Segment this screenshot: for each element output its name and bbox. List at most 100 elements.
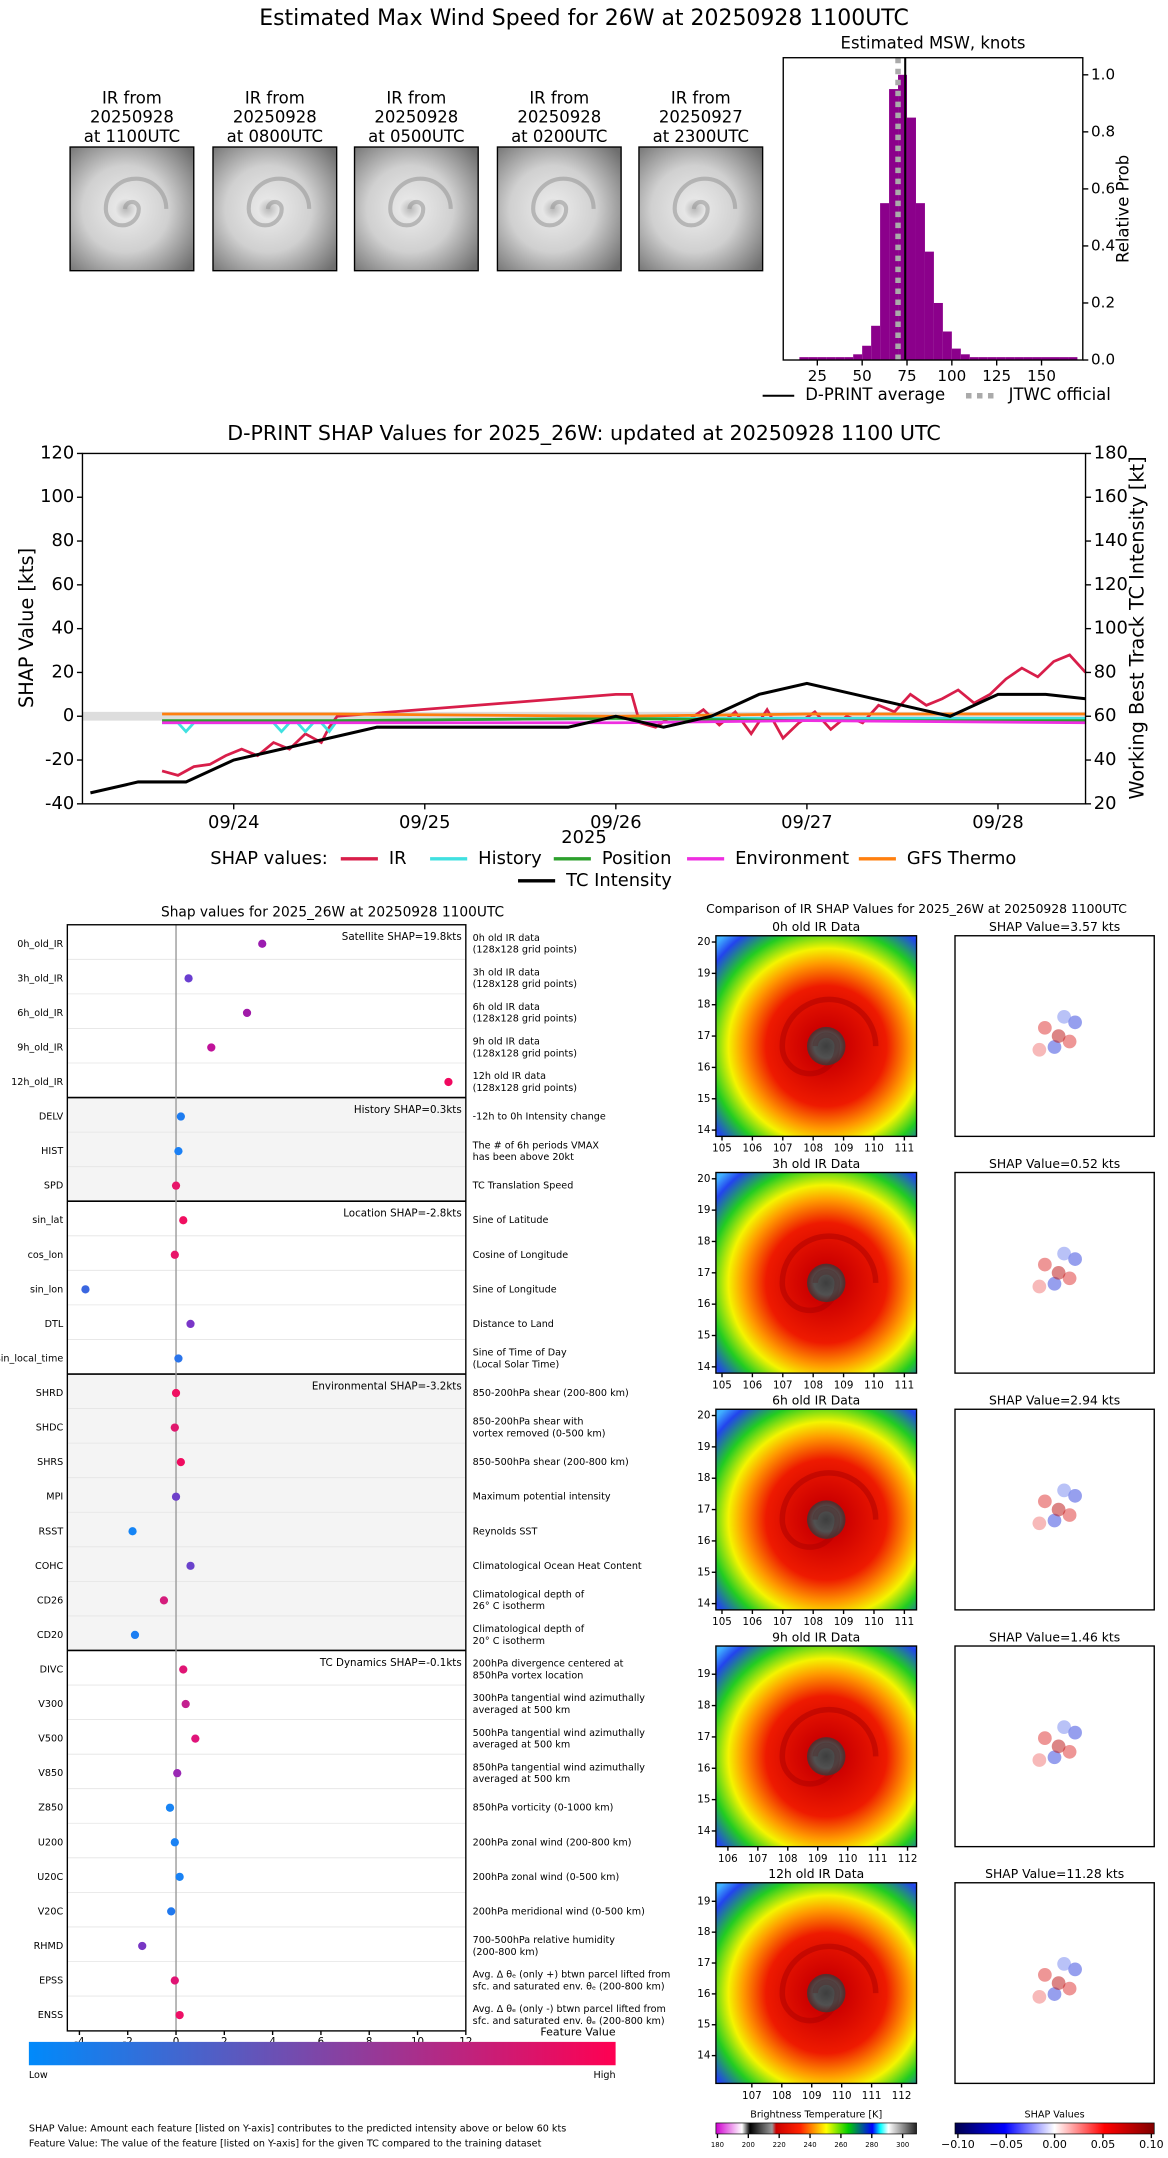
hist-bar — [844, 357, 854, 361]
shap-blob — [1068, 1015, 1082, 1030]
feature-label: 0h_old_IR — [17, 939, 63, 950]
colorbar-tick-label: 260 — [834, 2141, 847, 2149]
main-title: Estimated Max Wind Speed for 26W at 2025… — [259, 6, 909, 31]
x-tick-label: 112 — [898, 1853, 918, 1865]
shap-dot — [170, 1423, 179, 1432]
y-tick-label: 17 — [697, 1731, 710, 1743]
feature-description: averaged at 500 km — [473, 1705, 571, 1716]
shap-dot — [175, 1872, 184, 1881]
feature-label: V20C — [38, 1906, 64, 1917]
shap-dot — [128, 1527, 137, 1536]
y-tick-label: 18 — [697, 1235, 710, 1247]
ir-eye — [807, 1737, 846, 1776]
x-tick-label: 109 — [808, 1853, 828, 1865]
feature-description: 850hPa vorticity (0-1000 km) — [473, 1803, 614, 1814]
hist-bar — [951, 348, 961, 361]
feature-description: 200hPa divergence centered at — [473, 1659, 624, 1670]
shap-dot — [207, 1043, 216, 1052]
thumb-label: at 2300UTC — [653, 127, 749, 146]
colorbar-title: Brightness Temperature [K] — [750, 2110, 882, 2121]
x-tick-label: 106 — [743, 1143, 763, 1155]
y-tick-label: 14 — [697, 2050, 710, 2062]
y-tick-label: 120 — [40, 442, 74, 463]
feature-description: averaged at 500 km — [473, 1774, 571, 1785]
feature-description: 0h old IR data — [473, 933, 540, 944]
ir-thumbnail — [638, 146, 764, 272]
feature-label: MPI — [46, 1492, 63, 1503]
shap-dot — [165, 1803, 175, 1812]
plot-frame — [66, 924, 467, 2032]
y-tick-label: 16 — [697, 1762, 710, 1774]
x-tick-label: 111 — [862, 2090, 882, 2102]
hist-bar — [1032, 357, 1042, 361]
x-tick-label: 107 — [773, 1143, 793, 1155]
shap-blob — [1047, 1750, 1062, 1765]
ir-thumbnail — [69, 146, 195, 272]
ir-panel-title: 9h old IR Data — [772, 1630, 860, 1644]
feature-description: vortex removed (0-500 km) — [473, 1428, 606, 1439]
shap-dot — [174, 1146, 183, 1156]
shap-dot — [170, 1250, 179, 1259]
shap-blob — [1037, 1257, 1052, 1272]
y-tick-label: 80 — [51, 530, 74, 551]
shap-blob — [1062, 1271, 1077, 1286]
group-label: Satellite SHAP=19.8kts — [342, 931, 462, 943]
feature-label: EPSS — [39, 1976, 63, 1987]
feature-label: SHDC — [36, 1423, 64, 1434]
feature-label: SPD — [44, 1181, 63, 1192]
feature-description: Avg. Δ θₑ (only +) btwn parcel lifted fr… — [473, 1970, 671, 1981]
x-tick-label: 110 — [838, 1853, 858, 1865]
y-tick-label: 15 — [697, 1566, 710, 1578]
shap-dot — [171, 1492, 181, 1501]
thumb-label: IR from — [529, 88, 589, 107]
x-tick-label: 112 — [892, 2090, 912, 2102]
colorbar-tick-label: −0.10 — [941, 2138, 975, 2151]
shap-blob — [1047, 1987, 1062, 2001]
y-tick-label: 14 — [697, 1825, 710, 1837]
y-tick-label: 18 — [697, 1472, 710, 1484]
shap-blob — [1068, 1252, 1082, 1266]
feature-description: (200-800 km) — [473, 1947, 539, 1958]
thumb-swirl — [103, 176, 169, 228]
y-tick-label: 18 — [697, 999, 710, 1011]
feature-label: 6h_old_IR — [17, 1008, 63, 1019]
y2-tick-label: 60 — [1094, 705, 1117, 726]
shap-dot — [176, 1458, 185, 1467]
hist-bar — [960, 354, 970, 361]
x-tick-label: 105 — [712, 1143, 732, 1155]
feature-description: (128x128 grid points) — [473, 1014, 577, 1025]
colorbar-low: Low — [29, 2070, 48, 2081]
feature-label: cos_lon — [28, 1250, 64, 1261]
shap-panel-title: SHAP Value=2.94 kts — [989, 1394, 1120, 1408]
feature-description: Climatological Ocean Heat Content — [473, 1561, 642, 1572]
feature-description: 200hPa meridional wind (0-500 km) — [473, 1906, 645, 1917]
shap-dot — [444, 1077, 453, 1087]
thumb-swirl — [672, 176, 738, 228]
y-tick-label: 100 — [40, 486, 74, 507]
hist-bar — [808, 357, 818, 361]
y2-tick-label: 20 — [1094, 793, 1117, 814]
shap-blob — [1047, 1513, 1062, 1528]
x-tick-label: 108 — [803, 1379, 823, 1391]
thumb-label: 20250927 — [659, 108, 743, 127]
y-tick-label: 0.6 — [1091, 179, 1115, 197]
series-line — [161, 653, 1087, 777]
shap-blob — [1037, 1020, 1052, 1035]
shap-blob — [1032, 1042, 1047, 1057]
thumb-label: 20250928 — [90, 108, 174, 127]
colorbar-tick-label: 0.10 — [1139, 2138, 1163, 2151]
shap-blob — [1037, 1494, 1052, 1509]
x-tick-label: 100 — [937, 367, 966, 385]
y-tick-label: 0 — [63, 705, 74, 726]
shap-dot — [191, 1734, 200, 1743]
shap-dot — [176, 1112, 185, 1121]
feature-description: 700-500hPa relative humidity — [473, 1935, 616, 1946]
y-tick-label: 1.0 — [1091, 65, 1115, 83]
thumb-label: 20250928 — [233, 108, 317, 127]
feature-description: 500hPa tangential wind azimuthally — [473, 1728, 646, 1739]
y-tick-label: 0.4 — [1091, 236, 1115, 254]
x-tick-label: 111 — [895, 1143, 915, 1155]
feature-description: 20° C isotherm — [473, 1636, 545, 1647]
y-tick-label: 14 — [697, 1124, 710, 1136]
hist-bar — [1014, 357, 1024, 361]
